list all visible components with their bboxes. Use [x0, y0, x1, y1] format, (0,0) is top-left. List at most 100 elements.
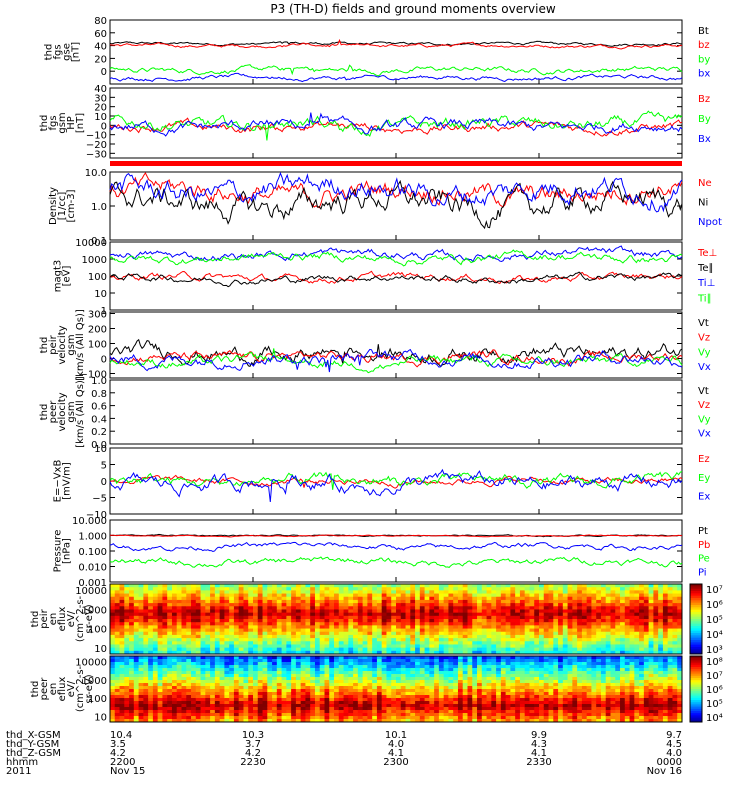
heat-cell — [281, 619, 287, 623]
heat-cell — [486, 631, 492, 636]
heat-cell — [152, 704, 159, 708]
heat-cell — [210, 698, 216, 702]
heat-cell — [295, 716, 302, 720]
heat-cell — [481, 596, 488, 601]
heat-cell — [391, 683, 397, 687]
heat-cell — [186, 615, 192, 620]
heat-cell — [233, 584, 240, 588]
ytick-label: 60 — [94, 29, 107, 40]
heat-cell — [238, 593, 244, 598]
heat-cell — [253, 638, 259, 642]
heat-cell — [477, 698, 483, 702]
heat-cell — [334, 634, 340, 639]
heat-cell — [405, 615, 411, 620]
heat-cell — [367, 671, 373, 675]
heat-cell — [667, 638, 673, 642]
heat-cell — [496, 656, 502, 660]
heat-cell — [152, 584, 159, 588]
heat-cell — [343, 659, 349, 663]
heat-cell — [558, 596, 564, 601]
heat-cell — [205, 680, 211, 684]
heat-cell — [462, 698, 468, 702]
heat-cell — [253, 650, 259, 655]
heat-cell — [233, 689, 240, 693]
heat-cell — [238, 641, 244, 645]
heat-cell — [643, 593, 650, 598]
heat-cell — [191, 704, 197, 708]
heat-cell — [143, 713, 149, 717]
heat-cell — [519, 701, 526, 705]
heat-cell — [272, 622, 278, 626]
heat-cell — [281, 641, 287, 645]
heat-cell — [481, 599, 488, 604]
heat-cell — [353, 704, 359, 708]
heat-cell — [438, 716, 445, 720]
heat-cell — [500, 593, 507, 598]
heat-cell — [410, 590, 416, 595]
heat-cell — [400, 689, 407, 693]
heat-cell — [424, 686, 430, 690]
heat-cell — [605, 615, 611, 620]
heat-cell — [152, 590, 159, 595]
heat-cell — [500, 650, 507, 655]
heat-cell — [238, 596, 244, 601]
heat-cell — [176, 704, 182, 708]
heat-cell — [386, 674, 392, 678]
heat-cell — [324, 628, 330, 633]
heat-cell — [229, 677, 235, 681]
heat-cell — [157, 692, 163, 696]
heat-cell — [586, 619, 592, 623]
heat-cell — [248, 625, 254, 630]
heat-cell — [329, 593, 335, 598]
heat-cell — [357, 692, 364, 696]
heat-cell — [267, 665, 273, 669]
heat-cell — [477, 619, 483, 623]
heat-cell — [419, 625, 426, 630]
heat-cell — [515, 662, 521, 666]
heat-cell — [620, 596, 626, 601]
legend-Ti∥: Ti∥ — [697, 293, 712, 304]
heat-cell — [319, 641, 325, 645]
heat-cell — [248, 619, 254, 623]
heat-cell — [643, 606, 650, 610]
heat-cell — [319, 656, 325, 660]
heat-cell — [205, 710, 211, 714]
heat-cell — [381, 625, 387, 630]
heat-cell — [581, 638, 588, 642]
heat-cell — [167, 677, 173, 681]
heat-cell — [276, 622, 283, 626]
heat-cell — [219, 665, 225, 669]
heat-cell — [672, 641, 678, 645]
heat-cell — [248, 596, 254, 601]
series-line-Vz — [109, 349, 683, 368]
heat-cell — [548, 609, 554, 614]
heat-cell — [176, 695, 182, 699]
heat-cell — [410, 668, 416, 672]
heat-cell — [500, 647, 507, 652]
heat-cell — [152, 665, 159, 669]
heat-cell — [391, 628, 397, 633]
heat-cell — [319, 631, 325, 636]
heat-cell — [319, 596, 325, 601]
heat-cell — [543, 596, 550, 601]
heat-cell — [110, 689, 116, 693]
heat-cell — [391, 584, 397, 588]
heat-cell — [286, 587, 292, 591]
heat-cell — [157, 641, 163, 645]
heat-cell — [267, 628, 273, 633]
heat-cell — [396, 680, 402, 684]
heat-cell — [386, 634, 392, 639]
heat-cell — [191, 662, 197, 666]
heat-cell — [281, 612, 287, 617]
heat-cell — [110, 644, 116, 649]
heat-cell — [610, 615, 616, 620]
heat-cell — [396, 596, 402, 601]
heat-cell — [486, 710, 492, 714]
heat-cell — [391, 707, 397, 711]
heat-cell — [205, 622, 211, 626]
heat-cell — [496, 619, 502, 623]
heat-cell — [143, 659, 149, 663]
ylabel-line: thd — [39, 337, 50, 354]
heat-cell — [305, 710, 311, 714]
heat-cell — [214, 644, 221, 649]
